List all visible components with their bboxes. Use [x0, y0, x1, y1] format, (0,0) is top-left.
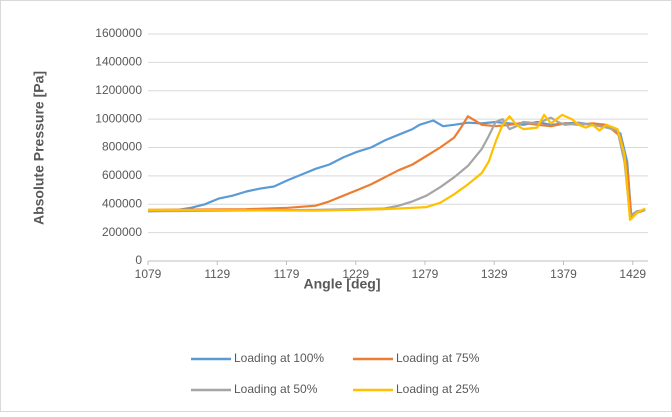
x-tick-label: 1379: [550, 267, 577, 281]
y-axis-label: Absolute Pressure [Pa]: [31, 71, 47, 225]
y-tick-label: 1400000: [95, 55, 142, 69]
x-tick-label: 1079: [135, 267, 162, 281]
legend-label: Loading at 50%: [234, 382, 318, 396]
legend-label: Loading at 25%: [396, 382, 480, 396]
x-axis-label: Angle [deg]: [304, 276, 381, 292]
legend-label: Loading at 100%: [234, 351, 324, 365]
series-line: [147, 113, 646, 221]
y-tick-label: 800000: [102, 140, 142, 154]
y-tick-label: 0: [135, 253, 142, 267]
y-tick-label: 400000: [102, 196, 142, 210]
x-tick-label: 1229: [342, 267, 369, 281]
y-tick-label: 600000: [102, 168, 142, 182]
y-tick-label: 200000: [102, 225, 142, 239]
x-tick-label: 1129: [204, 267, 230, 281]
x-tick-label: 1329: [481, 267, 508, 281]
series-line: [147, 116, 646, 217]
x-tick-label: 1179: [274, 267, 300, 281]
y-tick-label: 1600000: [95, 26, 142, 40]
series-line: [147, 115, 646, 220]
x-tick-label: 1429: [619, 267, 646, 281]
x-tick-label: 1279: [412, 267, 439, 281]
y-tick-label: 1200000: [95, 83, 142, 97]
y-tick-label: 1000000: [95, 111, 142, 125]
legend-label: Loading at 75%: [396, 351, 480, 365]
